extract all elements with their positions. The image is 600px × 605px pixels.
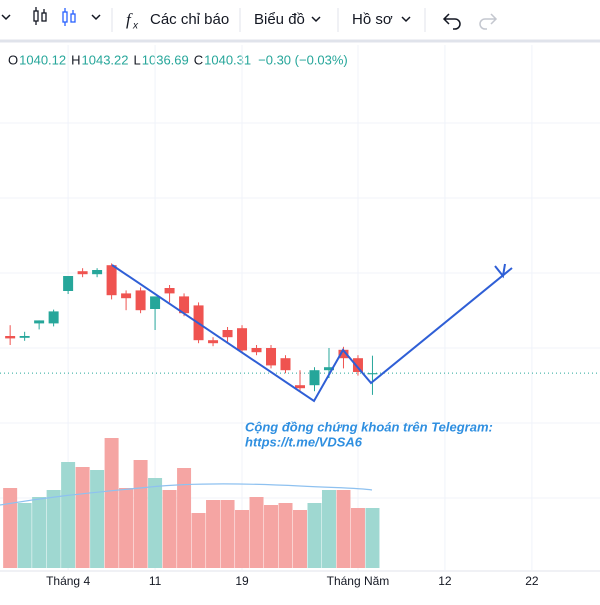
volume-bar — [148, 478, 163, 568]
volume-bar — [119, 488, 134, 568]
dropdown-icon[interactable] — [401, 16, 411, 23]
volume-bar — [17, 503, 32, 568]
x-tick-label: 12 — [438, 574, 452, 588]
dropdown-icon[interactable] — [1, 14, 11, 21]
volume-bar — [249, 497, 264, 568]
profile-button[interactable]: Hồ sơ — [352, 11, 393, 28]
volume-bar — [133, 460, 148, 568]
volume-bar — [307, 503, 322, 568]
candle-body — [352, 358, 363, 372]
legend-value: 1040.12 — [19, 52, 66, 67]
candle-body — [295, 385, 305, 389]
legend-key: H — [71, 52, 80, 67]
arrow-head[interactable] — [494, 263, 506, 279]
undo-button[interactable] — [442, 13, 461, 30]
volume-bar — [321, 490, 336, 568]
candle-body — [77, 271, 88, 275]
candle-body — [179, 296, 190, 314]
annotation: https://t.me/VDSA6 — [245, 434, 363, 449]
legend-key: C — [194, 52, 203, 67]
volume-bar — [191, 513, 206, 568]
x-tick-label: 22 — [525, 574, 539, 588]
chart: Tháng 4 11 19 Tháng Năm 12 22 — [0, 45, 600, 588]
legend-change: −0.30 (−0.03%) — [258, 52, 348, 67]
volume-bar — [220, 500, 235, 568]
volume-bar — [365, 508, 380, 568]
candle-body — [150, 296, 161, 309]
candle-body — [280, 358, 291, 371]
candle-body — [164, 288, 175, 294]
x-tick-label: Tháng 4 — [46, 574, 90, 588]
fx-icon[interactable]: x — [132, 21, 139, 32]
x-tick-label: 19 — [235, 574, 249, 588]
legend-value: 1043.22 — [82, 52, 129, 67]
volume-bar — [278, 503, 293, 568]
legend-key: L — [134, 52, 141, 67]
candle-body — [323, 367, 334, 371]
candle-body — [92, 270, 103, 275]
candle-body — [367, 373, 378, 375]
volume-bar — [32, 497, 47, 568]
volume-bar — [104, 438, 119, 568]
volume-bar — [264, 505, 279, 568]
volume-bar — [46, 490, 61, 568]
candle-body — [135, 290, 146, 311]
volume-bar — [177, 468, 192, 568]
legend-key: O — [8, 52, 18, 67]
candle-style-icon[interactable] — [62, 8, 76, 26]
indicators-button[interactable]: Các chỉ báo — [150, 11, 229, 28]
dropdown-icon[interactable] — [91, 14, 101, 21]
candle-body — [222, 330, 233, 338]
ohlc-legend: O 1040.12 H 1043.22 L 1036.69 C 1040.31 −0.30 (−… — [8, 52, 348, 67]
candle-body — [237, 328, 248, 351]
volume-average — [0, 483, 373, 506]
trend-drawing[interactable] — [111, 264, 513, 403]
toolbar — [0, 0, 600, 40]
legend-value: 1036.69 — [142, 52, 189, 67]
candle-body — [19, 336, 30, 338]
x-tick-label: 11 — [149, 574, 162, 588]
volume-bar — [235, 510, 250, 568]
candle-body — [34, 320, 45, 324]
legend-value: 1040.31 — [204, 52, 251, 67]
fx-icon[interactable]: f — [126, 10, 133, 29]
x-tick-label: Tháng Năm — [327, 574, 390, 588]
candle-body — [48, 311, 59, 324]
candle-body — [338, 349, 349, 359]
volume-bar — [75, 467, 90, 568]
candle-body — [251, 348, 262, 353]
chart-button[interactable]: Biểu đồ — [254, 11, 305, 28]
candle-body — [309, 370, 320, 386]
volume-bar — [3, 488, 18, 568]
annotation: Cộng đồng chứng khoán trên Telegram: — [245, 419, 493, 434]
candle-body — [106, 265, 117, 296]
candle-body — [63, 276, 74, 291]
volume-bar — [206, 500, 221, 568]
bar-style-icon[interactable] — [33, 7, 47, 25]
candle-body — [5, 336, 16, 339]
volume-bar — [90, 470, 105, 568]
candle-body — [266, 348, 277, 366]
redo-button[interactable] — [479, 13, 498, 30]
candle-body — [208, 340, 219, 344]
volume-bar — [350, 508, 365, 568]
candle-body — [121, 293, 132, 299]
volume-bar — [293, 510, 307, 568]
volume-bar — [162, 490, 177, 568]
volume-bar — [336, 490, 351, 568]
volume-bar — [61, 462, 76, 568]
dropdown-icon[interactable] — [311, 16, 321, 23]
